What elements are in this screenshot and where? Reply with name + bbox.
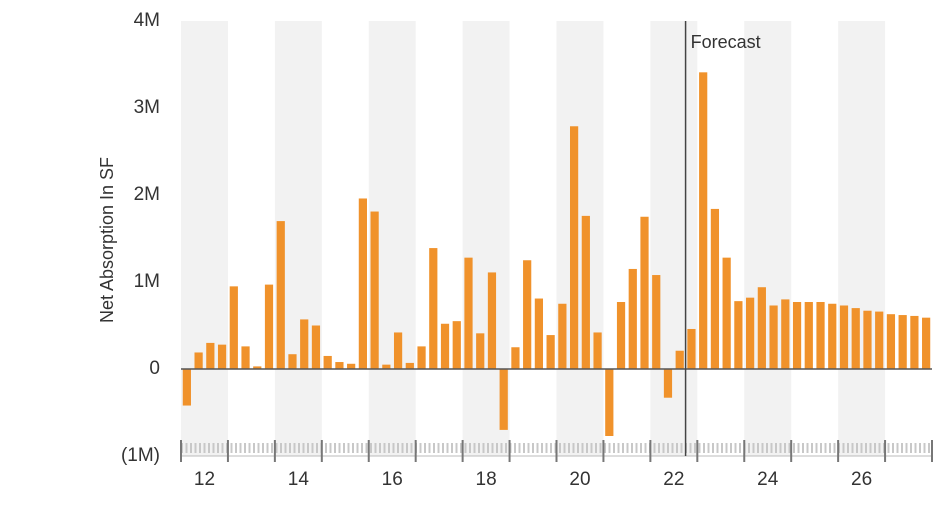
bar — [288, 354, 297, 369]
bar — [382, 364, 391, 369]
x-tick-label: 20 — [569, 469, 590, 490]
x-tick-label: 26 — [851, 469, 872, 490]
year-band — [838, 21, 886, 456]
bar — [194, 352, 203, 369]
bar — [875, 311, 884, 369]
bar — [347, 363, 356, 369]
bar — [910, 315, 919, 369]
bar — [393, 332, 403, 369]
y-tick-label: 2M — [134, 184, 160, 205]
bar — [652, 275, 661, 369]
bar — [217, 344, 227, 369]
bar — [898, 315, 907, 369]
bar — [863, 310, 872, 369]
forecast-label: Forecast — [691, 32, 761, 52]
bar — [828, 303, 837, 369]
bar — [792, 302, 802, 369]
bar — [405, 362, 414, 369]
y-tick-label: 3M — [134, 97, 160, 118]
bar — [687, 328, 696, 369]
bar — [558, 303, 567, 369]
bar — [816, 302, 825, 369]
bar — [663, 369, 673, 398]
bar — [851, 308, 860, 369]
bar — [616, 302, 626, 369]
bar — [769, 305, 778, 369]
x-tick-label: 22 — [663, 469, 684, 490]
bar — [581, 215, 590, 369]
bar — [757, 287, 766, 369]
bar — [710, 208, 720, 369]
bar — [429, 248, 438, 369]
bar — [264, 284, 274, 369]
bar — [722, 257, 731, 369]
bar — [417, 346, 426, 369]
y-tick-label: (1M) — [121, 445, 160, 466]
bar — [839, 305, 849, 369]
x-tick-label: 18 — [476, 469, 497, 490]
bar — [523, 260, 532, 369]
bar — [640, 216, 649, 369]
y-tick-label: 0 — [149, 358, 160, 379]
bar — [499, 369, 508, 430]
bar — [804, 302, 813, 369]
bar — [464, 257, 473, 369]
bar — [734, 301, 743, 369]
year-band — [744, 21, 792, 456]
y-axis-label: Net Absorption In SF — [97, 157, 117, 323]
bar — [746, 297, 755, 369]
bar — [546, 335, 555, 369]
bar — [487, 272, 497, 369]
y-tick-label: 1M — [134, 271, 160, 292]
bar — [311, 325, 321, 369]
bar — [569, 126, 579, 370]
bar — [886, 314, 896, 369]
bar — [534, 298, 544, 369]
x-tick-label: 24 — [757, 469, 779, 490]
bar — [253, 366, 262, 369]
bar — [370, 211, 379, 369]
bar — [699, 72, 708, 369]
bar — [781, 299, 790, 369]
bar — [476, 333, 485, 369]
bar — [358, 198, 367, 369]
bar — [628, 268, 637, 369]
year-band — [650, 21, 698, 456]
bar — [922, 317, 931, 369]
bar — [276, 221, 285, 369]
bar — [511, 347, 520, 369]
bar — [241, 346, 250, 369]
y-tick-label: 4M — [134, 10, 160, 31]
bar — [593, 332, 602, 369]
bar — [323, 355, 332, 369]
bar — [300, 319, 309, 369]
bar — [452, 321, 461, 369]
bar — [229, 286, 238, 369]
x-tick-label: 16 — [382, 469, 403, 490]
x-tick-label: 14 — [288, 469, 310, 490]
bar — [335, 362, 344, 369]
bar — [440, 323, 450, 369]
year-band — [556, 21, 604, 456]
bar — [182, 369, 191, 406]
bar — [675, 350, 684, 369]
bar — [605, 369, 614, 436]
x-tick-label: 12 — [194, 469, 215, 490]
bar — [206, 342, 215, 369]
